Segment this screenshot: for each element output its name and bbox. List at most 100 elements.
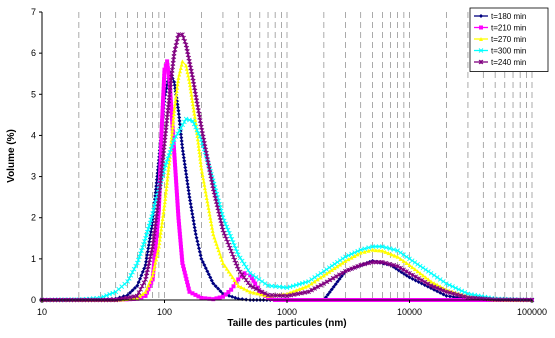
y-tick-label: 5 bbox=[31, 89, 36, 99]
data-point bbox=[230, 275, 235, 280]
y-tick-label: 3 bbox=[31, 172, 36, 182]
data-point bbox=[130, 269, 135, 275]
data-point bbox=[419, 277, 425, 283]
data-point bbox=[144, 290, 149, 295]
data-point bbox=[235, 252, 241, 258]
data-point bbox=[127, 294, 133, 300]
data-point bbox=[172, 79, 177, 84]
data-point bbox=[216, 286, 221, 291]
data-point bbox=[196, 143, 201, 148]
data-point bbox=[128, 290, 133, 295]
data-point bbox=[407, 270, 412, 276]
data-point bbox=[458, 293, 464, 298]
data-point bbox=[135, 260, 140, 266]
data-point bbox=[377, 248, 382, 253]
data-point bbox=[326, 265, 332, 270]
data-point bbox=[195, 134, 200, 139]
data-point bbox=[415, 261, 420, 267]
data-point bbox=[139, 248, 144, 253]
data-point bbox=[162, 200, 167, 205]
data-point bbox=[420, 265, 426, 271]
data-point bbox=[167, 76, 172, 81]
data-point bbox=[229, 236, 235, 242]
data-point bbox=[179, 135, 184, 140]
data-point bbox=[420, 273, 425, 278]
data-point bbox=[186, 188, 191, 193]
data-point bbox=[280, 284, 286, 290]
data-point bbox=[150, 277, 155, 282]
data-point bbox=[191, 105, 196, 110]
data-point bbox=[137, 254, 142, 260]
data-point bbox=[159, 125, 164, 130]
data-point bbox=[158, 230, 163, 235]
data-point bbox=[158, 164, 163, 169]
data-point bbox=[174, 88, 179, 93]
x-tick-label: 100 bbox=[157, 307, 172, 317]
data-point bbox=[126, 276, 132, 281]
data-point bbox=[180, 122, 185, 128]
data-point bbox=[194, 235, 199, 240]
data-point bbox=[186, 76, 191, 81]
data-point bbox=[104, 293, 109, 298]
data-point bbox=[153, 260, 158, 265]
data-point bbox=[230, 240, 236, 245]
data-point bbox=[190, 215, 195, 220]
data-point bbox=[183, 273, 188, 278]
data-point bbox=[418, 271, 423, 276]
data-point bbox=[206, 272, 211, 277]
data-point bbox=[216, 248, 221, 253]
data-point bbox=[312, 275, 318, 280]
data-point bbox=[321, 268, 327, 274]
data-point bbox=[173, 98, 178, 103]
data-point bbox=[410, 272, 415, 278]
data-point bbox=[358, 247, 364, 253]
data-point bbox=[233, 246, 239, 251]
data-point bbox=[398, 256, 403, 261]
y-tick-label: 2 bbox=[31, 213, 36, 223]
data-point bbox=[165, 66, 170, 71]
data-point bbox=[153, 250, 158, 255]
data-point bbox=[297, 287, 302, 292]
data-point bbox=[171, 50, 177, 56]
data-point bbox=[138, 293, 143, 298]
data-point bbox=[154, 254, 159, 259]
data-point bbox=[150, 211, 155, 216]
data-point bbox=[195, 137, 200, 142]
data-point bbox=[327, 290, 332, 295]
data-point bbox=[174, 92, 179, 97]
data-point bbox=[171, 118, 176, 123]
data-point bbox=[161, 80, 166, 85]
data-point bbox=[288, 292, 293, 298]
data-point bbox=[149, 276, 154, 281]
data-point bbox=[265, 283, 271, 288]
data-point bbox=[410, 276, 415, 281]
data-point bbox=[158, 234, 163, 239]
data-point bbox=[131, 294, 137, 299]
data-point bbox=[170, 131, 175, 136]
data-point bbox=[174, 179, 179, 184]
data-point bbox=[407, 256, 412, 262]
data-point bbox=[177, 228, 182, 233]
data-point bbox=[462, 290, 468, 295]
data-point bbox=[366, 245, 371, 250]
data-point bbox=[438, 284, 443, 289]
data-point bbox=[253, 281, 258, 286]
data-point bbox=[280, 293, 286, 299]
data-point bbox=[161, 96, 166, 101]
data-point bbox=[145, 267, 150, 272]
data-point bbox=[147, 239, 152, 244]
data-point bbox=[190, 118, 196, 124]
data-point bbox=[239, 258, 245, 264]
data-point bbox=[435, 282, 440, 287]
data-point bbox=[454, 292, 460, 297]
data-point bbox=[164, 159, 169, 165]
data-point bbox=[205, 202, 210, 207]
data-point bbox=[140, 245, 145, 250]
data-point bbox=[325, 292, 330, 297]
data-point bbox=[257, 289, 262, 294]
data-point bbox=[479, 14, 483, 18]
data-point bbox=[170, 121, 175, 126]
data-point bbox=[199, 166, 204, 171]
data-point bbox=[160, 99, 165, 104]
